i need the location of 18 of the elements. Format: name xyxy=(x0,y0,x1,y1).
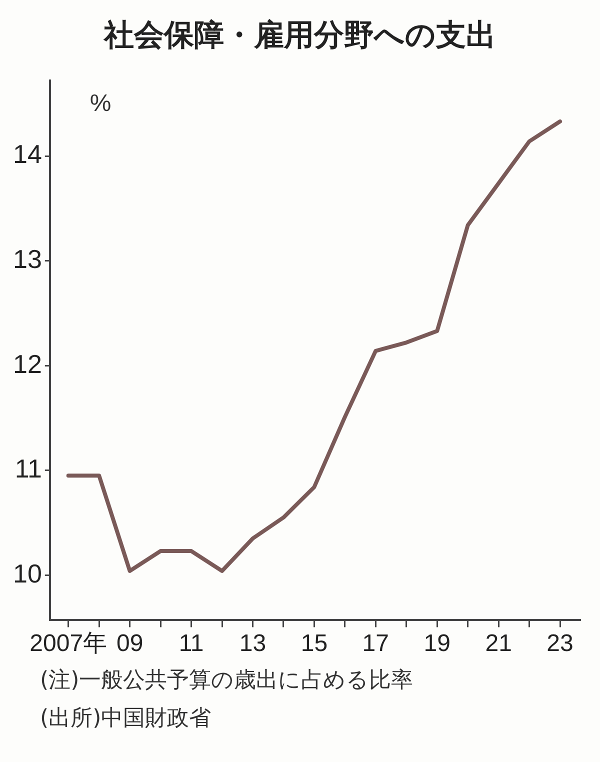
y-tick-label: 12 xyxy=(13,348,42,379)
y-axis-title: % xyxy=(90,90,112,118)
x-tick-label: 15 xyxy=(300,630,328,658)
text: (出所)中国財政省 xyxy=(40,705,212,733)
y-tick-label: 11 xyxy=(14,454,42,484)
y-tick-label: 14 xyxy=(13,139,42,170)
y-tick-label: 13 xyxy=(13,244,42,274)
text: (注)一般公共予算の歳出に占める比率 xyxy=(40,667,414,695)
x-tick-label: 23 xyxy=(546,630,574,658)
x-tick-label: 09 xyxy=(116,630,144,658)
x-tick-label: 2007年 xyxy=(30,630,108,658)
x-tick-label: 11 xyxy=(178,630,204,658)
x-tick-label: 13 xyxy=(239,630,266,658)
x-tick-label: 19 xyxy=(424,630,450,658)
y-tick-label: 10 xyxy=(13,558,42,588)
chart-title: 社会保障・雇用分野への支出 xyxy=(102,17,497,55)
x-tick-label: 17 xyxy=(362,630,389,658)
x-tick-label: 21 xyxy=(485,630,512,658)
